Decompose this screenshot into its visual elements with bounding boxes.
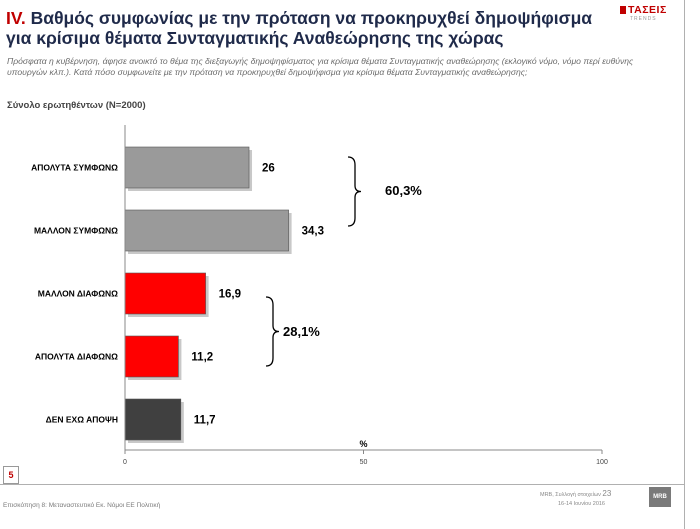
bar [124,398,182,441]
frame-divider-vertical [684,0,685,529]
value-label: 34,3 [302,226,324,238]
bracket-agree [347,156,362,227]
bar [124,272,206,315]
question-text: Πρόσφατα η κυβέρνηση, άφησε ανοικτό το θ… [7,56,634,77]
x-tick-label: 100 [596,459,608,466]
title-text: Βαθμός συμφωνίας με την πρόταση να προκη… [6,8,593,48]
footer-source: Επισκόπηση 8: Μεταναστευτικό Εκ. Νόμοι Ε… [3,502,161,509]
group-total-disagree: 28,1% [283,324,320,339]
category-label: ΜΑΛΛΟΝ ΣΥΜΦΩΝΩ [34,226,118,236]
frame-divider-horizontal [0,484,684,485]
bracket-disagree [265,296,280,367]
bar [124,209,289,252]
value-label: 11,2 [191,352,213,364]
x-tick-label: 50 [360,459,368,466]
tasis-logo: ΤΑΣΕΙΣ TRENDS [620,4,667,28]
logo-name: ΤΑΣΕΙΣ [628,4,667,16]
title-number: IV. [6,8,26,28]
category-label: ΑΠΟΛΥΤΑ ΔΙΑΦΩΝΩ [35,352,118,362]
sample-base: Σύνολο ερωτηθέντων (N=2000) [7,100,146,111]
x-tick-label: 0 [123,459,127,466]
logo-mark-icon [620,6,626,14]
group-total-agree: 60,3% [385,183,422,198]
footer-date: 16-14 Ιουνίου 2016 [558,501,605,507]
footer-info: MRB, Συλλογή στοιχείων 23 [540,489,611,498]
category-label: ΔΕΝ ΕΧΩ ΑΠΟΨΗ [46,415,118,425]
section-number-badge: 5 [3,466,19,484]
page-title: IV. Βαθμός συμφωνίας με την πρόταση να π… [6,8,606,48]
category-label: ΑΠΟΛΥΤΑ ΣΥΜΦΩΝΩ [31,163,118,173]
x-unit-label: % [359,439,367,449]
footer-page-number: 23 [602,489,612,498]
footer-info-text: MRB, Συλλογή στοιχείων [540,492,601,498]
value-label: 16,9 [219,289,241,301]
bar [124,335,179,378]
category-label: ΜΑΛΛΟΝ ΔΙΑΦΩΝΩ [38,289,118,299]
logo-sub: TRENDS [630,16,657,22]
bar-chart: 26 ΑΠΟΛΥΤΑ ΣΥΜΦΩΝΩ 34,3 ΜΑΛΛΟΝ ΣΥΜΦΩΝΩ 16,9 Μ… [31,125,608,466]
value-label: 11,7 [194,415,216,427]
bar [124,146,250,189]
mrb-logo: MRB [649,487,671,507]
value-label: 26 [262,163,275,175]
